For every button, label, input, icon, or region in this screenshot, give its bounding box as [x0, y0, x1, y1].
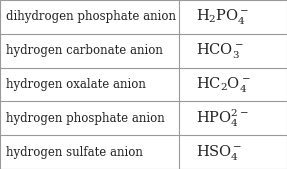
Text: $\mathregular{HSO_4^-}$: $\mathregular{HSO_4^-}$	[195, 143, 242, 162]
Text: hydrogen sulfate anion: hydrogen sulfate anion	[6, 146, 143, 159]
Text: $\mathregular{HCO_3^-}$: $\mathregular{HCO_3^-}$	[195, 41, 243, 60]
Text: dihydrogen phosphate anion: dihydrogen phosphate anion	[6, 10, 176, 23]
Text: hydrogen phosphate anion: hydrogen phosphate anion	[6, 112, 164, 125]
Text: $\mathregular{HPO_4^{2-}}$: $\mathregular{HPO_4^{2-}}$	[195, 108, 248, 129]
Text: hydrogen oxalate anion: hydrogen oxalate anion	[6, 78, 146, 91]
Text: hydrogen carbonate anion: hydrogen carbonate anion	[6, 44, 163, 57]
Text: $\mathregular{HC_2O_4^-}$: $\mathregular{HC_2O_4^-}$	[195, 75, 250, 94]
Text: $\mathregular{H_2PO_4^-}$: $\mathregular{H_2PO_4^-}$	[195, 7, 249, 26]
